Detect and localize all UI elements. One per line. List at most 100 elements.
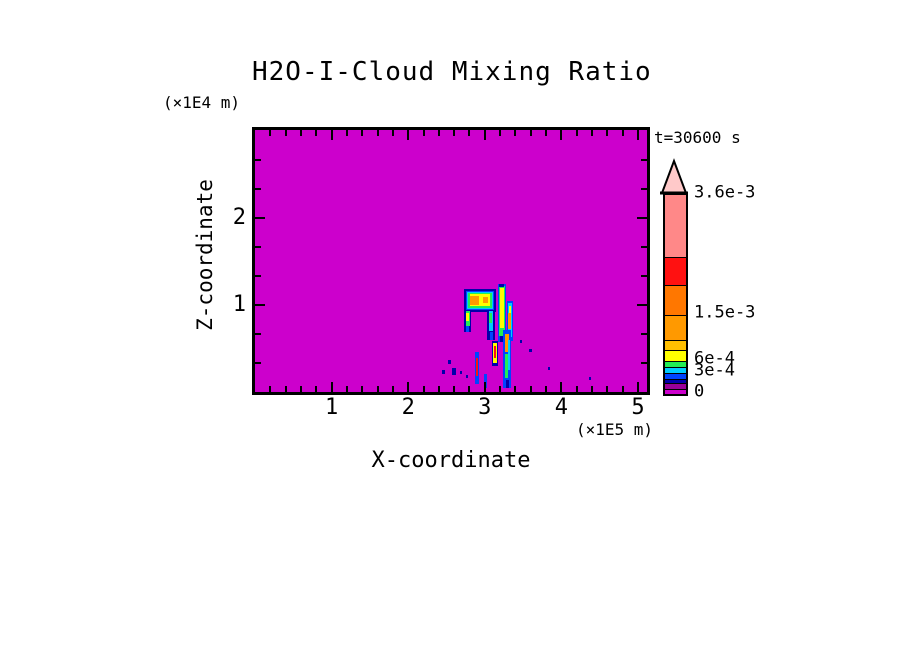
x-tick-label: 4 [554,395,569,420]
x-axis-tick [361,386,364,392]
x-axis-tick [376,130,379,136]
x-tick-label: 3 [478,395,492,420]
x-axis-tick [284,130,287,136]
colorbar-band [665,379,686,383]
cloud-cell [466,375,468,378]
cloud-cell [505,334,509,352]
x-axis-tick [606,386,609,392]
x-axis-tick [591,130,594,136]
cloud-cell [494,346,496,358]
x-axis-tick [391,130,394,136]
x-axis-tick [560,382,563,392]
z-axis-tick [255,188,261,190]
z-axis-tick [255,304,265,306]
colorbar-band [665,383,686,389]
colorbar [663,193,688,396]
x-axis-tick [269,130,272,136]
cloud-cell [499,284,504,287]
colorbar-band [665,257,686,285]
x-axis-tick [376,386,379,392]
x-axis-tick [330,130,333,140]
cloud-cell [476,358,478,376]
cloud-cell [483,297,488,303]
x-axis-tick [299,130,302,136]
cloud-cell [489,313,492,323]
cloud-cell [452,368,456,375]
cloud-cell [500,288,504,328]
cloud-cell [484,374,487,388]
colorbar-band [665,373,686,379]
z-axis-tick [637,217,647,219]
x-axis-tick [407,130,410,140]
x-axis-tick [422,386,425,392]
x-axis-tick [621,130,624,136]
x-axis-tick [269,386,272,392]
z-axis-tick [255,333,261,335]
x-axis-tick [483,130,486,140]
x-axis-tick [499,130,502,136]
x-tick-label: 2 [401,395,415,420]
x-axis-tick [483,382,486,392]
z-axis-tick [641,188,647,190]
x-axis-tick [391,386,394,392]
x-axis-tick [407,382,410,392]
x-axis-unit-label: (×1E5 m) [575,420,653,439]
cloud-cell [520,340,522,343]
y-axis-unit-label: (×1E4 m) [163,93,241,112]
x-axis-tick [575,386,578,392]
colorbar-band [665,285,686,315]
x-axis-tick [345,130,348,136]
cloud-cell [460,371,462,374]
colorbar-band [665,195,686,257]
colorbar-tick-label: 3.6e-3 [694,182,756,203]
colorbar-band [665,367,686,373]
colorbar-band [665,361,686,367]
x-axis-tick [529,130,532,136]
x-axis-tick [437,130,440,136]
x-axis-tick [284,386,287,392]
y-tick-label: 1 [232,292,246,317]
x-axis-tick [315,386,318,392]
x-axis-tick [545,130,548,136]
cloud-cell [474,312,487,340]
cloud-cell [506,380,509,388]
z-axis-tick [641,275,647,277]
z-axis-tick [641,159,647,161]
colorbar-band [665,340,686,350]
z-axis-tick [255,275,261,277]
z-axis-tick [641,246,647,248]
colorbar-band [665,315,686,340]
colorbar-tick-label: 1.5e-3 [694,302,756,323]
colorbar-tick-label: 0 [694,381,705,402]
x-axis-tick [437,386,440,392]
colorbar-overflow-arrow [660,158,688,195]
cloud-cell [509,306,511,313]
cloud-cell [466,313,469,321]
z-axis-tick [641,362,647,364]
cloud-cell [448,360,451,364]
x-axis-tick [591,386,594,392]
x-axis-tick [330,382,333,392]
x-axis-tick [529,386,532,392]
cloud-cell [529,349,532,352]
x-axis-tick [453,130,456,136]
z-axis-tick [255,246,261,248]
x-axis-tick [468,386,471,392]
x-axis-tick [575,130,578,136]
x-axis-tick [514,130,517,136]
plot-area [252,127,650,395]
cloud-cell [490,332,493,340]
x-axis-tick [422,130,425,136]
x-axis-tick [453,386,456,392]
x-axis-tick [468,130,471,136]
x-axis-tick [514,386,517,392]
cloud-cell [589,377,591,380]
cloud-cell [508,313,511,329]
colorbar-tick-label: 6e-4 [694,348,735,369]
colorbar-tick-label: 3e-4 [694,360,735,381]
x-tick-label: 1 [324,395,339,420]
cloud-cell [466,326,469,332]
y-tick-label: 2 [232,205,246,230]
z-axis-tick [637,304,647,306]
